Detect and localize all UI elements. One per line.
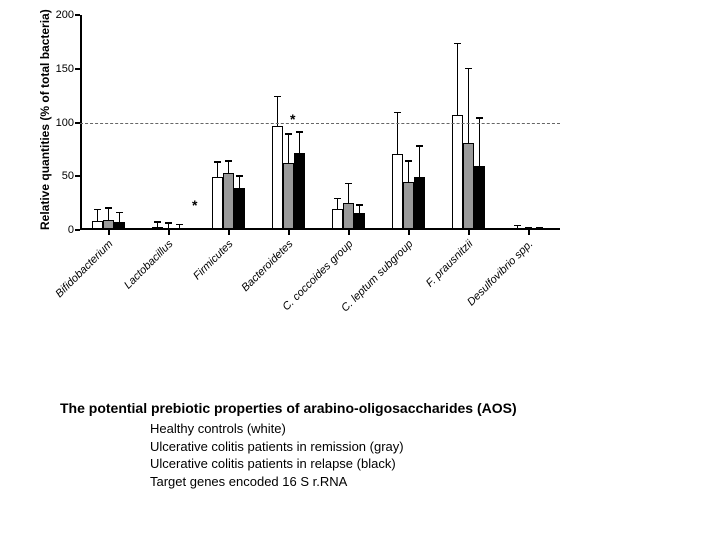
xtick-mark bbox=[288, 230, 290, 235]
xtick-label: Desulfovibrio spp. bbox=[465, 238, 535, 308]
bar bbox=[223, 173, 234, 230]
error-cap bbox=[476, 117, 483, 119]
error-cap bbox=[225, 160, 232, 162]
significance-mark: * bbox=[290, 111, 295, 127]
chart-container: 050100150200BifidobacteriumLactobacillus… bbox=[80, 15, 560, 230]
caption-line: Ulcerative colitis patients in relapse (… bbox=[150, 455, 700, 473]
ytick-label: 100 bbox=[56, 117, 80, 129]
error-bar bbox=[337, 198, 339, 209]
error-cap bbox=[454, 43, 461, 45]
bar bbox=[452, 115, 463, 230]
error-cap bbox=[176, 224, 183, 226]
xtick-mark bbox=[108, 230, 110, 235]
error-bar bbox=[217, 161, 219, 177]
caption-block: The potential prebiotic properties of ar… bbox=[60, 400, 700, 490]
caption-line: Ulcerative colitis patients in remission… bbox=[150, 438, 700, 456]
bar bbox=[414, 177, 425, 230]
bar bbox=[392, 154, 403, 230]
error-cap bbox=[105, 207, 112, 209]
error-bar bbox=[119, 212, 121, 223]
bar bbox=[343, 203, 354, 230]
error-cap bbox=[514, 225, 521, 227]
error-bar bbox=[468, 68, 470, 143]
error-bar bbox=[397, 112, 399, 154]
xtick-mark bbox=[168, 230, 170, 235]
xtick-label: Firmicutes bbox=[191, 238, 235, 282]
bar bbox=[403, 182, 414, 230]
reference-line bbox=[80, 123, 560, 124]
caption-line: Healthy controls (white) bbox=[150, 420, 700, 438]
bar bbox=[294, 153, 305, 230]
error-bar bbox=[97, 209, 99, 222]
xtick-mark bbox=[348, 230, 350, 235]
error-cap bbox=[416, 145, 423, 147]
error-bar bbox=[277, 96, 279, 126]
bar bbox=[283, 163, 294, 230]
caption-line: Target genes encoded 16 S r.RNA bbox=[150, 473, 700, 491]
xtick-label: Bacteroidetes bbox=[239, 238, 295, 294]
xtick-label: Bifidobacterium bbox=[53, 238, 115, 300]
ytick-label: 50 bbox=[62, 170, 80, 182]
error-bar bbox=[239, 175, 241, 188]
xtick-label: F. prausnitzii bbox=[423, 238, 475, 290]
error-bar bbox=[408, 160, 410, 182]
ytick-label: 150 bbox=[56, 63, 80, 75]
error-cap bbox=[334, 198, 341, 200]
error-bar bbox=[288, 133, 290, 163]
error-cap bbox=[405, 160, 412, 162]
error-cap bbox=[214, 161, 221, 163]
bar bbox=[272, 126, 283, 230]
error-bar bbox=[419, 145, 421, 177]
error-cap bbox=[465, 68, 472, 70]
error-cap bbox=[94, 209, 101, 211]
error-cap bbox=[116, 212, 123, 214]
error-cap bbox=[236, 175, 243, 177]
error-cap bbox=[296, 131, 303, 133]
bar bbox=[463, 143, 474, 230]
xtick-mark bbox=[408, 230, 410, 235]
x-axis bbox=[80, 228, 560, 230]
xtick-label: Lactobacillus bbox=[122, 238, 175, 291]
significance-mark: * bbox=[192, 197, 197, 213]
xtick-mark bbox=[468, 230, 470, 235]
error-cap bbox=[356, 204, 363, 206]
caption-lines: Healthy controls (white)Ulcerative colit… bbox=[60, 420, 700, 490]
y-axis-label: Relative quantities (% of total bacteria… bbox=[38, 9, 52, 230]
xtick-mark bbox=[528, 230, 530, 235]
error-bar bbox=[479, 117, 481, 165]
error-cap bbox=[165, 222, 172, 224]
bar bbox=[234, 188, 245, 230]
error-bar bbox=[228, 160, 230, 173]
bar bbox=[212, 177, 223, 230]
ytick-label: 0 bbox=[68, 224, 80, 236]
xtick-mark bbox=[228, 230, 230, 235]
ytick-label: 200 bbox=[56, 9, 80, 21]
error-bar bbox=[299, 131, 301, 153]
error-cap bbox=[345, 183, 352, 185]
error-bar bbox=[108, 207, 110, 220]
plot-area: 050100150200BifidobacteriumLactobacillus… bbox=[80, 15, 560, 230]
error-cap bbox=[394, 112, 401, 114]
error-bar bbox=[348, 183, 350, 203]
error-cap bbox=[154, 221, 161, 223]
bar bbox=[332, 209, 343, 231]
error-cap bbox=[274, 96, 281, 98]
bar bbox=[474, 166, 485, 231]
caption-title: The potential prebiotic properties of ar… bbox=[60, 400, 700, 416]
error-cap bbox=[285, 133, 292, 135]
error-bar bbox=[457, 43, 459, 115]
